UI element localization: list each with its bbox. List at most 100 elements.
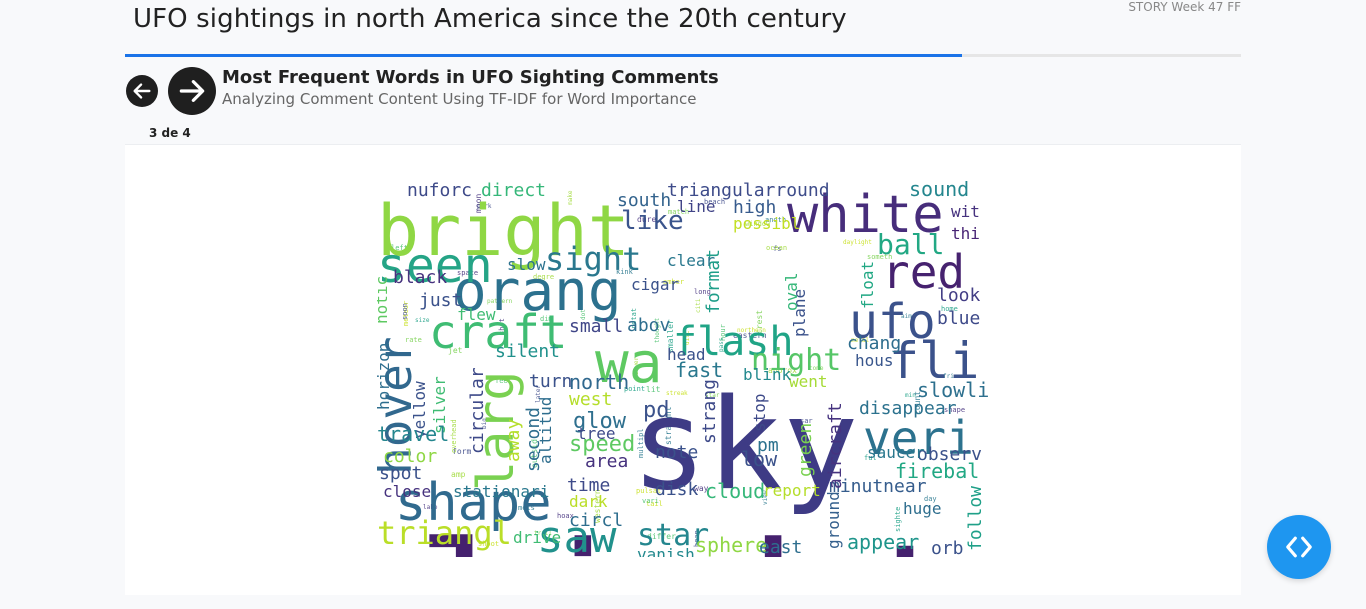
- wordcloud-word: spot: [379, 463, 422, 484]
- wordcloud-filler-word: big: [481, 418, 488, 429]
- wordcloud-word: stationari: [453, 482, 549, 501]
- wordcloud-word: report: [763, 481, 821, 500]
- wordcloud-word: drive: [513, 528, 561, 547]
- wordcloud-word: shape: [395, 473, 552, 533]
- wordcloud-filler-word: rotat: [630, 308, 638, 329]
- wordcloud-filler-word: lit: [646, 385, 661, 394]
- wordcloud-word: pm: [757, 435, 779, 456]
- wordcloud-filler-word: mois: [518, 504, 535, 512]
- wordcloud-word: ball: [877, 228, 944, 261]
- slide-content-panel: streak sewer hour anoth fs moon jet point shoot c…: [125, 144, 1241, 595]
- wordcloud-filler-word: anoth: [765, 216, 786, 224]
- wordcloud-filler-word: dure: [637, 215, 656, 224]
- wordcloud-word: star: [637, 518, 709, 553]
- wordcloud-filler-word: pass: [718, 337, 725, 352]
- wordcloud-word: sphere: [695, 533, 767, 557]
- wordcloud-word: speed: [569, 432, 635, 457]
- wordcloud-word: orang: [453, 259, 622, 324]
- wordcloud-filler-word: hoax: [557, 512, 574, 520]
- wordcloud-filler-word: park: [477, 203, 492, 210]
- wordcloud-filler-word: ocean: [766, 244, 787, 252]
- wordcloud-filler-word: tail: [646, 500, 663, 508]
- wordcloud-word: nuforc: [407, 181, 472, 201]
- wordcloud-filler-word: approx: [768, 366, 797, 375]
- wordcloud-filler-word: disc: [684, 330, 691, 345]
- wordcloud-word: like: [621, 206, 684, 236]
- wordcloud-word: horizon: [377, 343, 393, 410]
- wordcloud-filler-word: rate: [405, 336, 422, 344]
- wordcloud-filler-word: left: [391, 244, 408, 252]
- wordcloud-word: pd: [643, 398, 670, 423]
- wordcloud-filler-word: way: [694, 484, 709, 493]
- wordcloud-word: slow: [507, 255, 546, 274]
- wordcloud-word: altitud: [536, 397, 555, 464]
- wordcloud-filler-word: day: [924, 495, 937, 503]
- story-title: UFO sightings in north America since the…: [133, 4, 847, 34]
- wordcloud-filler-word: amber: [663, 278, 684, 286]
- wordcloud-filler-word: feet: [495, 377, 512, 385]
- wordcloud-word: high: [733, 197, 776, 218]
- page-counter: 3 de 4: [149, 126, 191, 140]
- wordcloud-filler-word: ful: [864, 454, 877, 462]
- wordcloud-word: plane: [790, 289, 809, 337]
- wordcloud-filler-word: come: [809, 365, 824, 372]
- wordcloud-word: observ: [917, 444, 982, 465]
- wordcloud-word: wa: [595, 331, 662, 396]
- wordcloud-word: close: [383, 482, 431, 501]
- wordcloud-filler-word: thought: [654, 317, 661, 343]
- wordcloud-word: possibl: [733, 214, 800, 233]
- wordcloud-word: look: [937, 285, 981, 306]
- wordcloud-word: firebal: [895, 459, 979, 483]
- wordcloud-word: went: [789, 372, 828, 391]
- wordcloud-word: blink: [743, 365, 792, 384]
- next-button[interactable]: [168, 67, 216, 115]
- wordcloud-filler-word: crest: [755, 310, 764, 334]
- wordcloud-word: green: [795, 423, 816, 477]
- wordcloud-filler-word: jet: [448, 346, 463, 355]
- wordcloud-word: note: [655, 442, 698, 463]
- wordcloud-filler-word: bean: [693, 530, 701, 547]
- wordcloud-word: silent: [495, 341, 560, 362]
- wordcloud-filler-word: someth: [867, 253, 892, 261]
- wordcloud-word: south: [617, 190, 671, 211]
- wordcloud-word: notic: [377, 276, 391, 324]
- wordcloud-word: white: [787, 185, 944, 245]
- wordcloud-filler-word: daylight: [843, 239, 872, 246]
- wordcloud-word: small: [569, 316, 623, 337]
- wordcloud-word: ground: [824, 491, 843, 549]
- story-progress-fill: [125, 54, 962, 57]
- wordcloud-word: format: [703, 249, 724, 314]
- wordcloud-filler-word: size: [415, 317, 430, 324]
- wordcloud-word: low: [741, 447, 778, 471]
- wordcloud-filler-word: lake: [423, 504, 438, 511]
- wordcloud-word: circular: [467, 367, 488, 454]
- wordcloud-filler-word: count: [913, 391, 922, 415]
- wordcloud-word: sight: [545, 240, 641, 278]
- wordcloud-filler-word: straight: [664, 406, 673, 445]
- wordcloud-word: hous: [855, 351, 894, 370]
- code-view-button[interactable]: [1267, 515, 1331, 579]
- wordcloud-word: cloud: [705, 479, 765, 503]
- wordcloud-word: turn: [529, 371, 572, 392]
- slide-subtitle: Analyzing Comment Content Using TF-IDF f…: [222, 90, 697, 108]
- story-subtitle: STORY Week 47 FF: [1128, 0, 1241, 14]
- previous-button[interactable]: [126, 75, 158, 107]
- wordcloud-word: cigar: [631, 275, 680, 294]
- wordcloud-filler-word: degre: [533, 273, 554, 281]
- wordcloud-word: hover: [377, 337, 422, 475]
- wordcloud-filler-word: overhead: [450, 419, 458, 453]
- wordcloud-word: clear: [667, 251, 716, 270]
- wordcloud-word: veri: [863, 411, 974, 465]
- wordcloud-filler-word: trail: [534, 530, 552, 537]
- wordcloud-word: east: [759, 537, 802, 557]
- wordcloud-word: float: [858, 261, 877, 309]
- wordcloud-word: strang: [699, 379, 720, 444]
- wordcloud-filler-word: hour: [719, 324, 727, 341]
- wordcloud-word: travel: [377, 422, 449, 446]
- wordcloud-filler-word: vari: [642, 497, 659, 505]
- story-progress-bar: [125, 54, 1241, 57]
- wordcloud-word: flew: [457, 305, 496, 324]
- wordcloud-filler-word: match: [668, 208, 689, 216]
- wordcloud-filler-word: space: [457, 269, 478, 277]
- wordcloud-word: slowli: [917, 378, 989, 402]
